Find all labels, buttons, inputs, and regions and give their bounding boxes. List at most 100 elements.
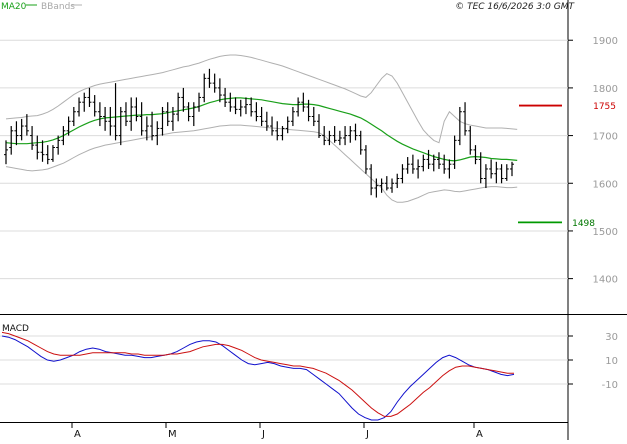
ohlc-bar (108, 106, 113, 136)
ohlc-bar (217, 78, 222, 103)
macd-signal-line (1, 331, 514, 417)
ohlc-bar (56, 135, 61, 155)
ohlc-bar (374, 178, 379, 198)
ohlc-bar (343, 126, 348, 146)
macd-y-tick-labels: 30 10 -10 (602, 332, 618, 391)
ohlc-bar (494, 161, 499, 184)
month-label: A (74, 429, 81, 440)
ohlc-bar (468, 126, 473, 155)
price-levels: 1755 1498 (518, 102, 616, 229)
ohlc-bar (71, 106, 76, 127)
ohlc-bar (457, 106, 462, 146)
ohlc-bar (45, 145, 50, 165)
ohlc-bar (160, 106, 165, 136)
ohlc-bar (499, 164, 504, 184)
ohlc-bar (395, 173, 400, 189)
price-y-tick-label: 1900 (593, 36, 618, 47)
ohlc-bar (113, 83, 118, 141)
ohlc-bar (259, 106, 264, 127)
ohlc-bar (322, 126, 327, 146)
bb-lower-line (5, 124, 518, 203)
ohlc-bar (431, 154, 436, 172)
price-y-tick-label: 1800 (593, 84, 618, 95)
ohlc-bar (510, 161, 514, 177)
month-label: J (261, 429, 265, 440)
ohlc-bar (228, 92, 233, 112)
ohlc-bar (4, 140, 8, 165)
ohlc-bar (61, 126, 66, 146)
ohlc-bar (410, 154, 415, 174)
ohlc-bar (170, 106, 175, 131)
ohlc-bar (19, 118, 24, 141)
ohlc-bar (275, 121, 280, 141)
legend-bbands: BBands (41, 2, 75, 12)
macd-lines (1, 331, 515, 421)
ohlc-bar (212, 73, 217, 93)
ohlc-bar (144, 116, 149, 141)
ohlc-bar (243, 97, 248, 115)
macd-line (1, 335, 515, 421)
ohlc-bar (264, 111, 269, 131)
ohlc-bar (150, 111, 155, 141)
ohlc-bar (478, 152, 483, 184)
macd-title: MACD (2, 324, 29, 334)
ohlc-bar (316, 114, 321, 138)
ohlc-bar (436, 152, 441, 169)
macd-y-tick-label: -10 (602, 380, 618, 391)
month-label: A (476, 429, 483, 440)
ohlc-bar (123, 102, 128, 127)
ohlc-bar (447, 159, 452, 179)
ohlc-bar (285, 116, 290, 134)
price-y-tick-label: 1400 (593, 275, 618, 286)
ohlc-bar (384, 176, 389, 191)
ohlc-bar (66, 116, 71, 136)
price-y-tick-label: 1600 (593, 179, 618, 190)
ohlc-bar (296, 97, 301, 117)
ohlc-bar (92, 95, 97, 117)
ohlc-bar (223, 87, 228, 107)
ohlc-bar (40, 140, 45, 162)
level-label: 1755 (593, 102, 616, 112)
macd-y-tick-label: 30 (605, 332, 618, 343)
ohlc-bar (306, 99, 311, 122)
price-gridlines (0, 39, 573, 280)
ohlc-bar (254, 102, 259, 122)
ohlc-bar (35, 135, 40, 160)
ohlc-bar (290, 106, 295, 127)
level-label: 1498 (572, 219, 595, 229)
ohlc-bar (202, 73, 207, 103)
ohlc-bar (337, 130, 342, 146)
ohlc-bar (473, 145, 478, 165)
ma20-line-group (5, 97, 518, 162)
month-label: M (168, 429, 177, 440)
ohlc-bar (249, 97, 254, 117)
ohlc-bar (129, 97, 134, 131)
ohlc-bar (270, 116, 275, 136)
legend-ma20: MA20 (1, 2, 27, 12)
ohlc-bar (14, 121, 19, 146)
ohlc-bar (155, 121, 160, 146)
ohlc-bar (390, 178, 395, 193)
ohlc-bar (186, 102, 191, 122)
ohlc-bars (4, 68, 514, 198)
ohlc-bar (452, 135, 457, 169)
ohlc-bar (191, 102, 196, 127)
copyright-text: © TEC 16/6/2026 3:0 GMT (455, 2, 575, 12)
ohlc-bar (50, 145, 55, 162)
ohlc-bar (311, 106, 316, 127)
ohlc-bar (358, 130, 363, 155)
ohlc-bar (353, 123, 358, 141)
ohlc-bar (9, 126, 14, 155)
ohlc-bar (426, 149, 431, 169)
ohlc-bar (118, 106, 123, 146)
ohlc-bar (332, 126, 337, 143)
macd-gridlines (0, 335, 573, 385)
ohlc-bar (400, 164, 405, 184)
ohlc-bar (301, 92, 306, 112)
ohlc-bar (463, 102, 468, 136)
ohlc-bar (421, 154, 426, 172)
ohlc-bar (30, 126, 35, 150)
ohlc-bar (24, 114, 29, 136)
ohlc-bar (238, 99, 243, 117)
